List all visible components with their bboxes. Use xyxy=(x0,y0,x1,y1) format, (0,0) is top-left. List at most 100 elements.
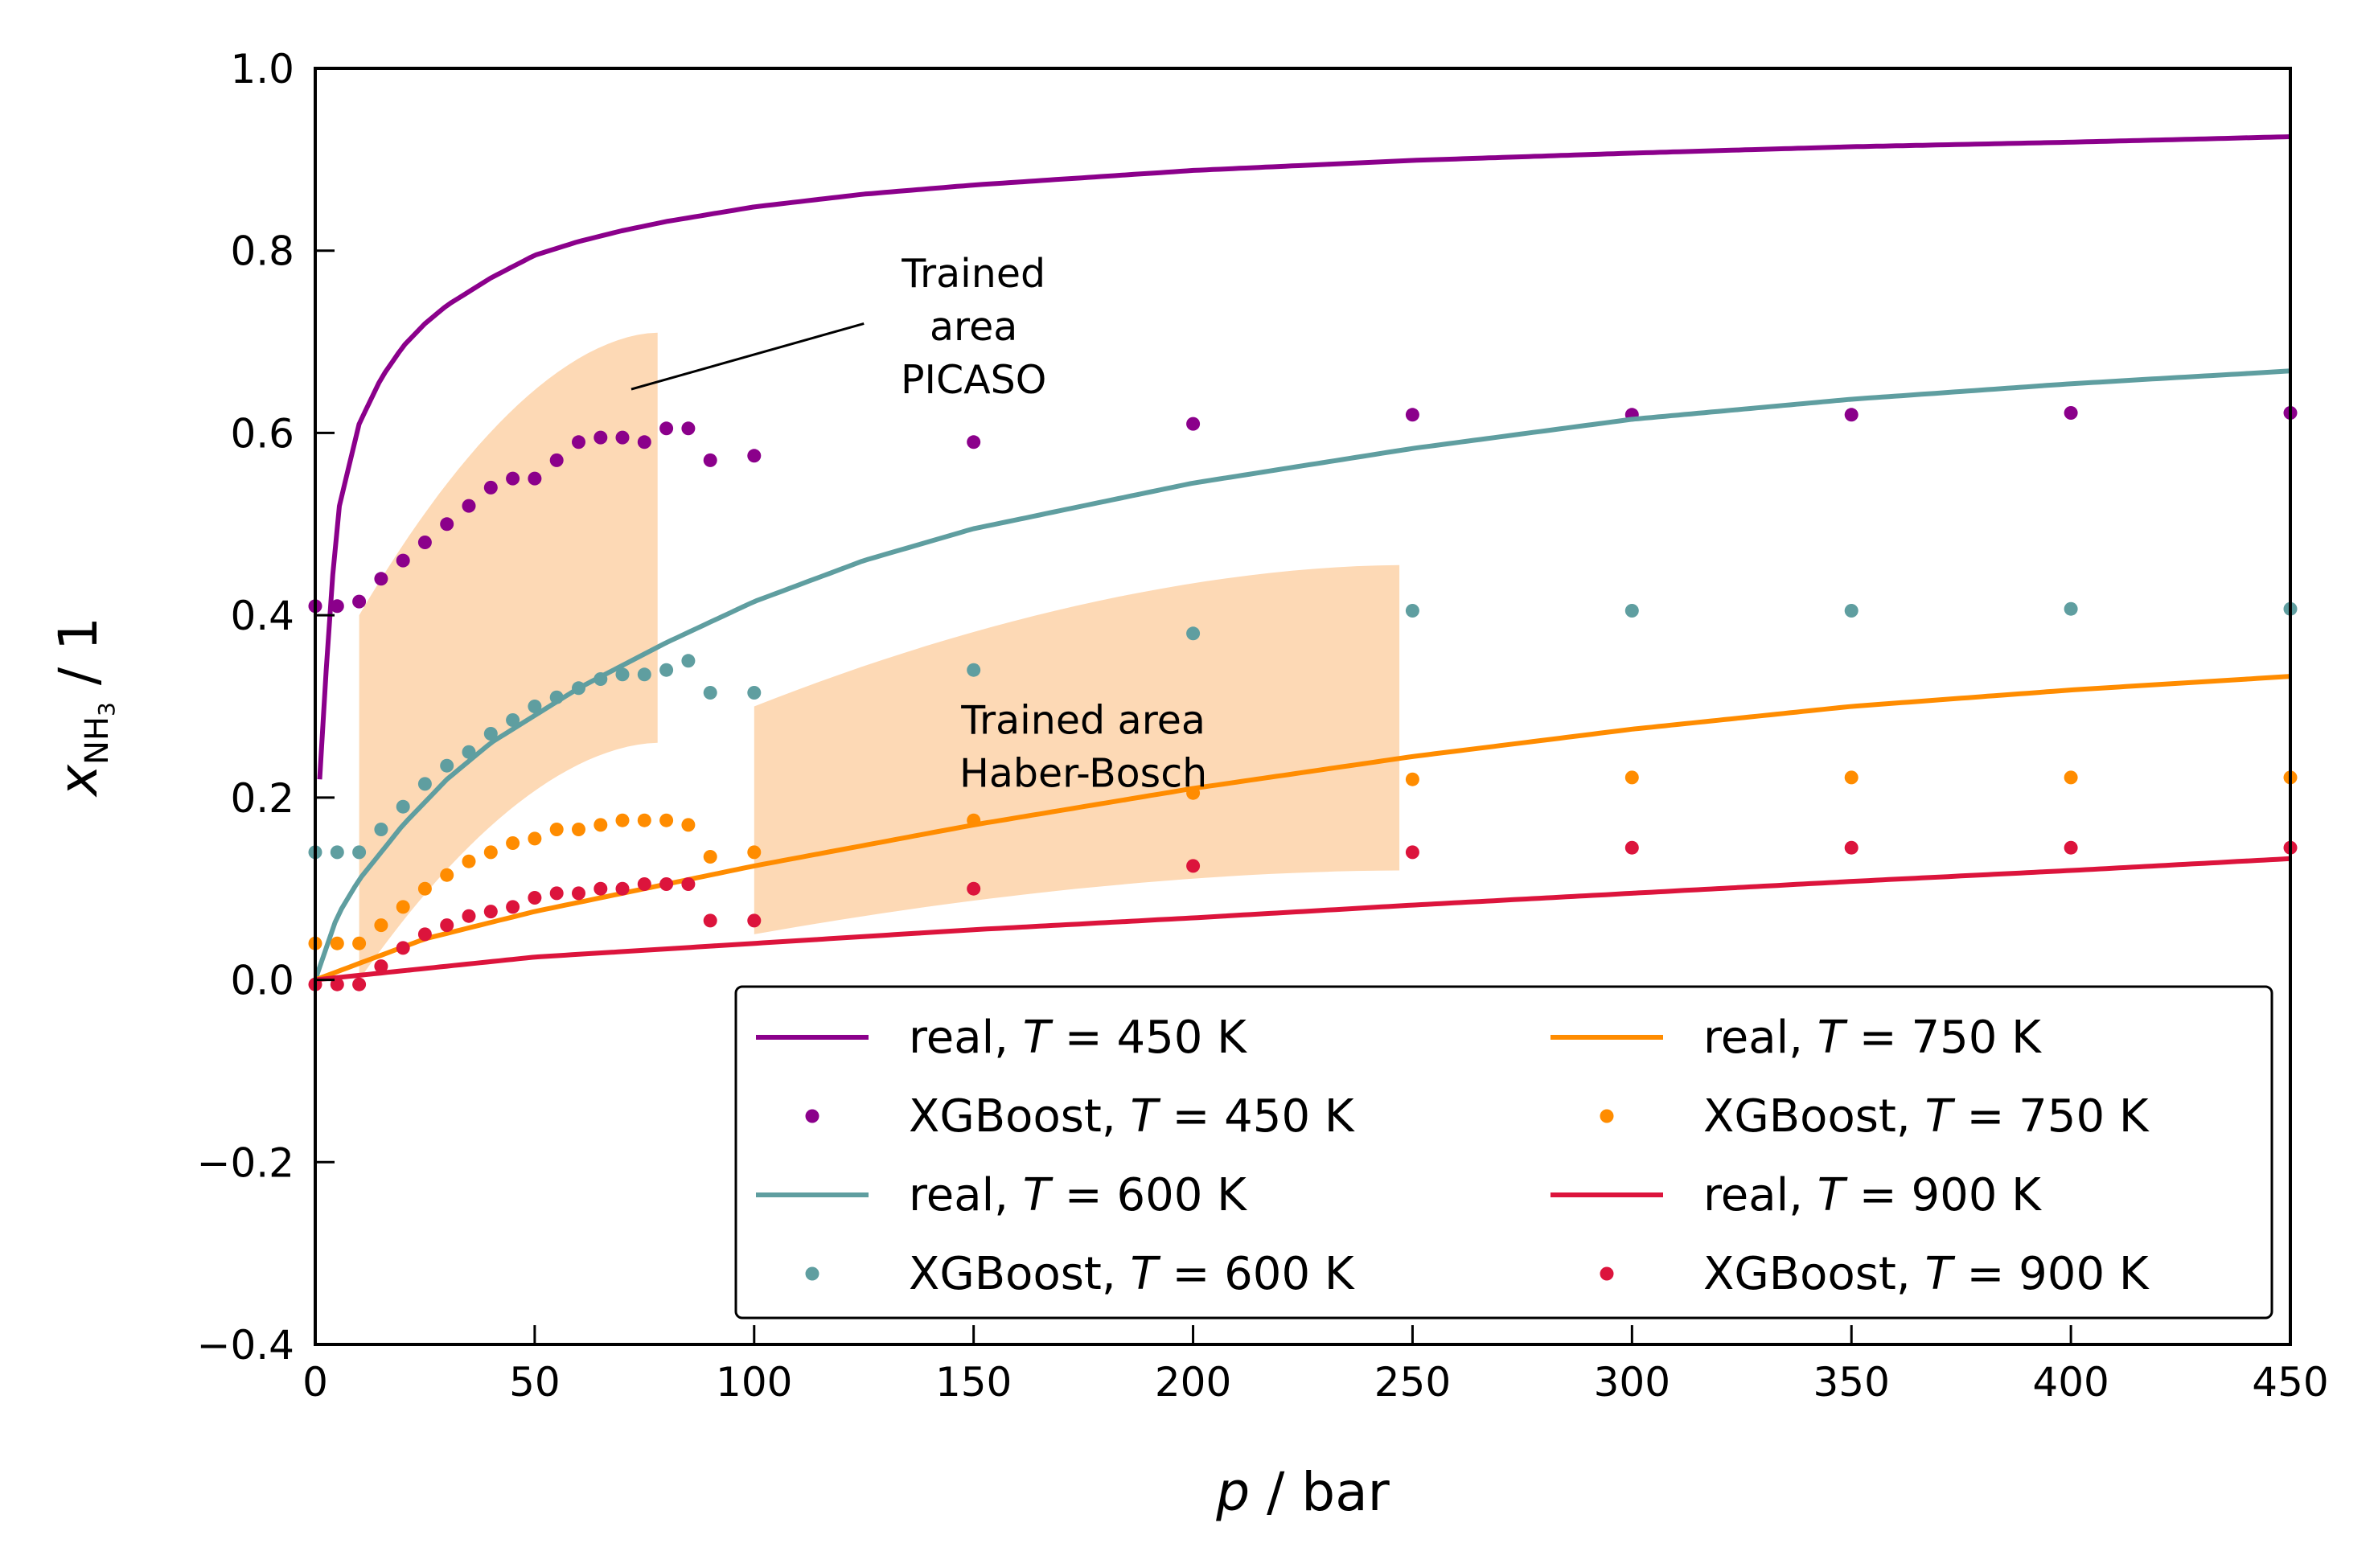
data-point xyxy=(681,421,696,436)
x-tick-label: 450 xyxy=(2252,1359,2328,1406)
data-point xyxy=(396,553,410,568)
data-point xyxy=(1624,770,1639,785)
data-point xyxy=(2064,840,2078,855)
data-point xyxy=(1405,604,1419,618)
data-point xyxy=(1844,604,1859,618)
data-point xyxy=(967,663,981,677)
legend-marker-swatch xyxy=(1600,1109,1614,1123)
points-xgboost-T450 xyxy=(308,406,2298,614)
data-point xyxy=(506,836,520,850)
data-point xyxy=(483,905,498,919)
data-point xyxy=(681,818,696,832)
data-point xyxy=(483,480,498,495)
data-point xyxy=(1405,772,1419,786)
data-point xyxy=(417,881,432,896)
legend-label: XGBoost, T = 600 K xyxy=(909,1248,1355,1300)
data-point xyxy=(615,813,630,827)
data-point xyxy=(594,818,608,832)
data-point xyxy=(417,777,432,791)
data-point xyxy=(506,471,520,486)
data-point xyxy=(528,700,542,713)
shaded-region-1 xyxy=(359,332,658,980)
x-tick-label: 250 xyxy=(1374,1359,1451,1406)
axis-labels: p / bar xNH3 / 1 xyxy=(47,617,1390,1523)
data-point xyxy=(549,690,564,704)
data-point xyxy=(330,936,344,950)
points-xgboost-T750 xyxy=(308,770,2298,950)
data-point xyxy=(703,453,717,467)
x-tick-label: 150 xyxy=(935,1359,1012,1406)
data-point xyxy=(703,686,717,700)
data-point xyxy=(374,959,388,974)
series-layer xyxy=(308,134,2298,991)
line-real-T600 xyxy=(313,368,2291,981)
data-point xyxy=(374,918,388,933)
data-point xyxy=(615,667,630,682)
legend-label: XGBoost, T = 900 K xyxy=(1703,1248,2150,1300)
data-point xyxy=(396,799,410,814)
data-point xyxy=(1405,408,1419,422)
data-point xyxy=(374,823,388,836)
annotation-haber-bosch: Trained area Haber-Bosch xyxy=(959,698,1207,797)
data-point xyxy=(352,977,367,991)
data-point xyxy=(549,823,564,836)
annotations: Trained area PICASO Trained area Haber-Bosch xyxy=(630,251,1207,797)
data-point xyxy=(417,536,432,549)
data-point xyxy=(440,868,454,882)
data-point xyxy=(2064,601,2078,616)
data-point xyxy=(462,745,476,759)
data-point xyxy=(572,823,585,836)
data-point xyxy=(352,845,367,860)
data-point xyxy=(1844,840,1859,855)
x-tick-label: 100 xyxy=(716,1359,792,1406)
y-tick-label: 0.4 xyxy=(230,593,294,639)
legend-label: XGBoost, T = 750 K xyxy=(1703,1090,2150,1143)
data-point xyxy=(483,845,498,860)
y-tick-label: 0.2 xyxy=(230,775,294,822)
data-point xyxy=(396,941,410,955)
data-point xyxy=(528,891,542,905)
data-point xyxy=(1624,604,1639,618)
x-tick-label: 200 xyxy=(1155,1359,1231,1406)
data-point xyxy=(572,681,585,696)
axis-ticks: 0 50 100 150 200 250 300 350 400 450 −0.4 −0.2 0.0 0.… xyxy=(197,46,2329,1406)
line-real-T450 xyxy=(317,134,2291,780)
y-tick-label: 0.8 xyxy=(230,228,294,275)
data-point xyxy=(615,881,630,896)
y-tick-label: −0.2 xyxy=(197,1139,294,1186)
legend-box xyxy=(734,985,2273,1320)
line-real-T900 xyxy=(314,856,2291,983)
annotation-picaso: Trained area PICASO xyxy=(901,251,1046,403)
legend-marker-swatch xyxy=(1600,1266,1614,1281)
x-tick-label: 400 xyxy=(2032,1359,2109,1406)
legend-marker-swatch xyxy=(805,1109,819,1123)
data-point xyxy=(1186,859,1201,873)
x-tick-label: 0 xyxy=(302,1359,328,1406)
data-point xyxy=(1844,770,1859,785)
data-point xyxy=(572,886,585,901)
legend-label: real, T = 600 K xyxy=(909,1169,1247,1221)
legend: real, T = 450 K real, T = 750 K XGBoost, T… xyxy=(734,985,2273,1320)
data-point xyxy=(462,499,476,513)
data-point xyxy=(967,813,981,827)
data-point xyxy=(681,877,696,891)
data-point xyxy=(330,845,344,860)
shaded-regions xyxy=(359,332,1400,980)
data-point xyxy=(681,654,696,668)
y-tick-label: 0.6 xyxy=(230,410,294,457)
data-point xyxy=(1405,845,1419,860)
data-point xyxy=(462,854,476,868)
points-xgboost-T600 xyxy=(308,601,2298,860)
data-point xyxy=(967,881,981,896)
y-tick-label: 0.0 xyxy=(230,958,294,1004)
legend-label: real, T = 450 K xyxy=(909,1012,1247,1064)
data-point xyxy=(440,517,454,532)
data-point xyxy=(2064,406,2078,420)
data-point xyxy=(506,713,520,727)
y-tick-label: −0.4 xyxy=(197,1322,294,1369)
legend-marker-swatch xyxy=(805,1266,819,1281)
data-point xyxy=(659,421,674,436)
data-point xyxy=(352,594,367,609)
points-xgboost-T900 xyxy=(308,840,2298,991)
legend-label: real, T = 900 K xyxy=(1703,1169,2042,1221)
